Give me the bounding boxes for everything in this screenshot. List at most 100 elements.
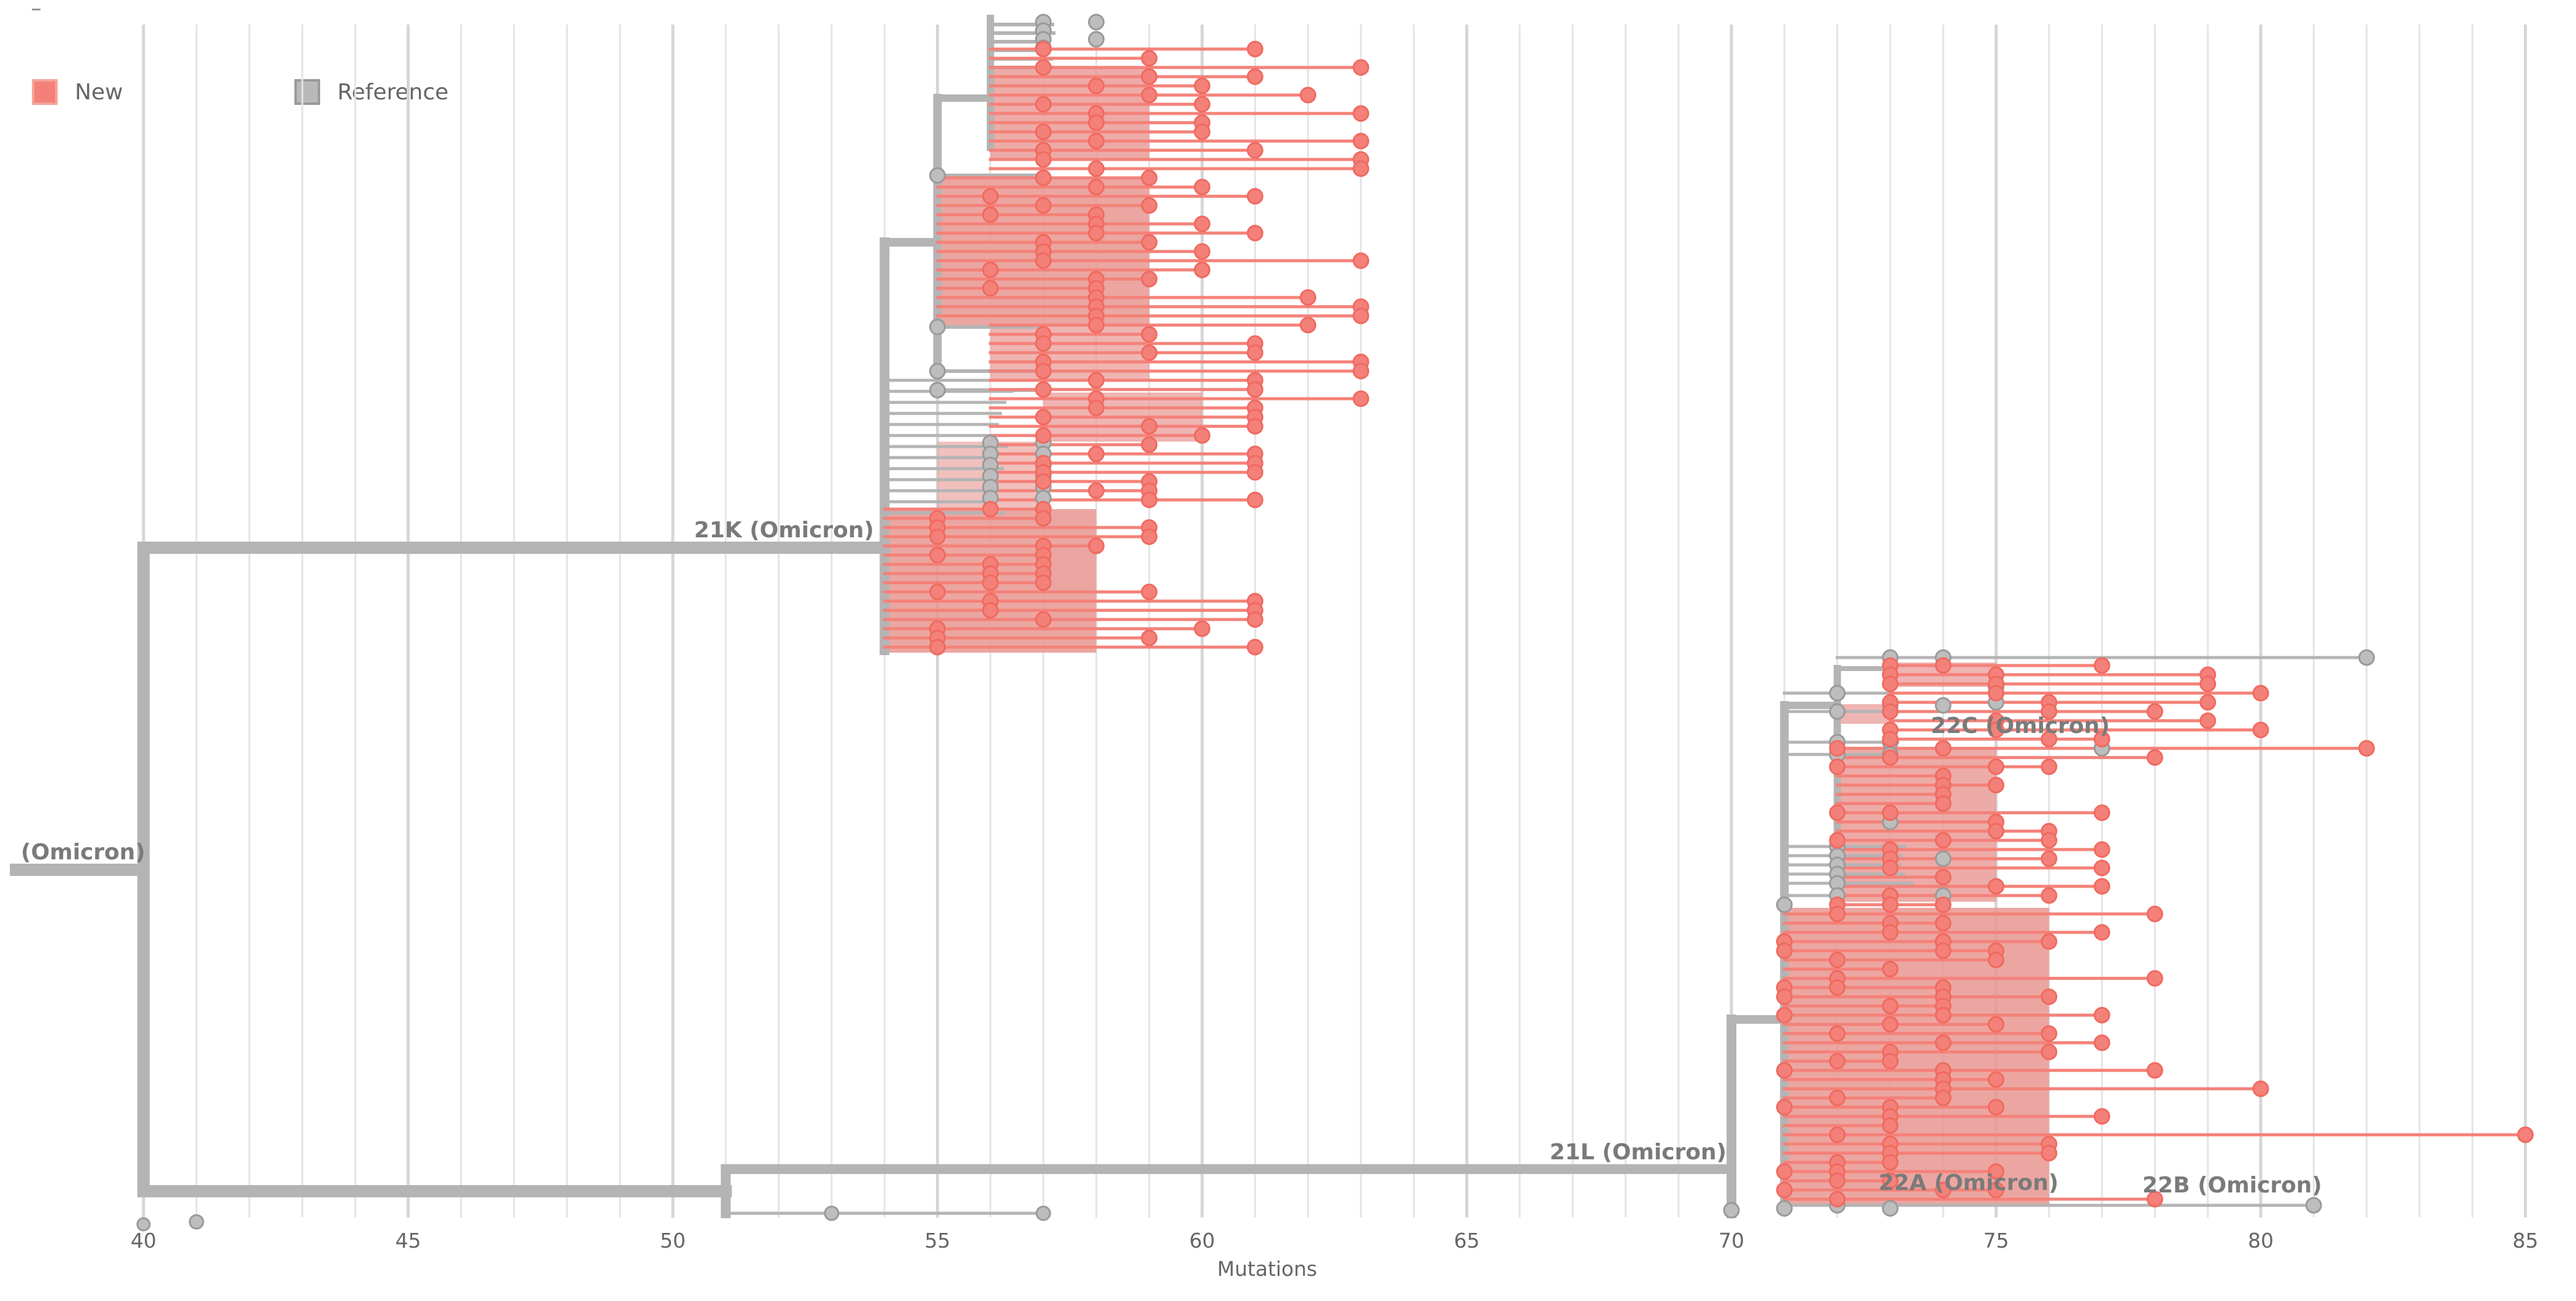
tip-node[interactable] <box>1352 132 1370 150</box>
tip-node[interactable] <box>1246 639 1263 656</box>
tip-node[interactable] <box>1141 629 1158 647</box>
tip-node[interactable] <box>1087 77 1105 94</box>
tip-node[interactable] <box>929 547 946 564</box>
tip-node[interactable] <box>2146 1191 2163 1208</box>
tip-node[interactable] <box>2041 758 2058 775</box>
tip-node[interactable] <box>1035 96 1052 113</box>
tip-node[interactable] <box>2093 859 2110 877</box>
tip-node[interactable] <box>2358 649 2375 666</box>
tip-node[interactable] <box>1829 1172 1846 1189</box>
tip-node[interactable] <box>2199 675 2217 693</box>
tip-node[interactable] <box>1035 574 1052 591</box>
tip-node[interactable] <box>1141 583 1158 601</box>
tip-node[interactable] <box>1776 1062 1793 1079</box>
tip-node[interactable] <box>1087 178 1105 196</box>
tip-node[interactable] <box>1035 123 1052 140</box>
tip-node[interactable] <box>1035 252 1052 269</box>
tip-node[interactable] <box>1087 372 1105 389</box>
tip-node[interactable] <box>2041 1145 2058 1162</box>
tip-node[interactable] <box>1934 869 1952 886</box>
tip-node[interactable] <box>2093 657 2110 674</box>
tip-node[interactable] <box>2517 1126 2534 1143</box>
tip-node[interactable] <box>2041 988 2058 1005</box>
tip-node[interactable] <box>1035 169 1052 186</box>
tip-node[interactable] <box>1194 123 1211 140</box>
tip-node[interactable] <box>1087 31 1105 48</box>
tip-node[interactable] <box>1776 896 1793 913</box>
tip-node[interactable] <box>1882 961 1899 978</box>
tip-node[interactable] <box>1087 537 1105 555</box>
tip-node[interactable] <box>1087 225 1105 242</box>
tip-node[interactable] <box>1829 951 1846 969</box>
tip-node[interactable] <box>2041 933 2058 950</box>
tip-node[interactable] <box>1035 40 1052 58</box>
tip-node[interactable] <box>982 280 999 297</box>
tip-node[interactable] <box>1194 178 1211 196</box>
tip-node[interactable] <box>1776 1200 1793 1217</box>
tip-node[interactable] <box>1934 1089 1952 1107</box>
tip-node[interactable] <box>1246 142 1263 159</box>
tip-node[interactable] <box>2358 740 2375 757</box>
tip-node[interactable] <box>1035 427 1052 444</box>
tip-node[interactable] <box>1988 758 2004 775</box>
tip-node[interactable] <box>1087 317 1105 334</box>
tip-node[interactable] <box>1035 151 1052 168</box>
tip-node[interactable] <box>1934 657 1952 674</box>
tip-node[interactable] <box>1035 409 1052 426</box>
tip-node[interactable] <box>1776 988 1793 1005</box>
tip-node[interactable] <box>1988 878 2004 895</box>
tip-node[interactable] <box>982 501 999 518</box>
tip-node[interactable] <box>1087 399 1105 416</box>
tip-node[interactable] <box>1141 50 1158 67</box>
tip-node[interactable] <box>1194 77 1211 94</box>
tip-node[interactable] <box>1934 896 1952 913</box>
tip-node[interactable] <box>1194 243 1211 260</box>
tip-node[interactable] <box>1829 1053 1846 1070</box>
tip-node[interactable] <box>1352 160 1370 177</box>
tip-node[interactable] <box>1934 942 1952 959</box>
tip-node[interactable] <box>929 639 946 656</box>
tip-node[interactable] <box>1087 13 1105 31</box>
tip-node[interactable] <box>982 206 999 223</box>
tip-node[interactable] <box>929 583 946 601</box>
tip-node[interactable] <box>1246 188 1263 205</box>
tip-node[interactable] <box>1035 473 1052 490</box>
tip-node[interactable] <box>1776 942 1793 959</box>
tip-node[interactable] <box>1988 1071 2004 1088</box>
tip-node[interactable] <box>1300 317 1317 334</box>
tip-node[interactable] <box>188 1214 204 1230</box>
tip-node[interactable] <box>1934 697 1952 714</box>
tip-node[interactable] <box>1882 1200 1899 1217</box>
tip-node[interactable] <box>1829 685 1846 702</box>
tip-node[interactable] <box>1882 1172 1899 1189</box>
tip-node[interactable] <box>2041 703 2058 720</box>
tip-node[interactable] <box>1934 1007 1952 1024</box>
tip-node[interactable] <box>824 1205 840 1221</box>
tip-node[interactable] <box>2093 924 2110 941</box>
tip-node[interactable] <box>1988 951 2004 969</box>
tip-node[interactable] <box>1352 252 1370 269</box>
tip-node[interactable] <box>2041 731 2058 748</box>
tip-node[interactable] <box>2146 970 2163 987</box>
tip-node[interactable] <box>1352 105 1370 122</box>
tip-node[interactable] <box>1035 363 1052 380</box>
tip-node[interactable] <box>2093 841 2110 858</box>
tip-node[interactable] <box>1035 611 1052 628</box>
tip-node[interactable] <box>1352 390 1370 407</box>
tip-node[interactable] <box>1988 1099 2004 1116</box>
tip-node[interactable] <box>1300 86 1317 104</box>
tip-node[interactable] <box>1829 979 1846 996</box>
tip-node[interactable] <box>1829 740 1846 757</box>
tip-node[interactable] <box>1035 381 1052 398</box>
tip-node[interactable] <box>1141 86 1158 104</box>
tip-node[interactable] <box>1352 363 1370 380</box>
tip-node[interactable] <box>2041 1025 2058 1042</box>
tip-node[interactable] <box>929 363 946 380</box>
tip-node[interactable] <box>1988 1181 2004 1199</box>
tip-node[interactable] <box>1829 905 1846 923</box>
tip-node[interactable] <box>1882 924 1899 941</box>
tip-node[interactable] <box>2252 1080 2269 1097</box>
tip-node[interactable] <box>1776 1163 1793 1180</box>
tip-node[interactable] <box>929 528 946 545</box>
tip-node[interactable] <box>1246 418 1263 435</box>
